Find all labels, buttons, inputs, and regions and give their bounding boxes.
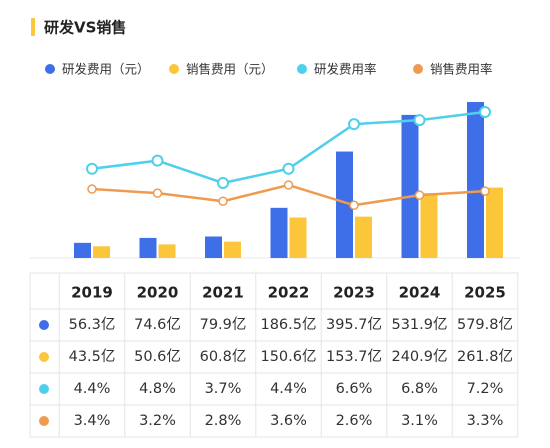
legend-label: 销售费用率: [430, 62, 493, 77]
bar: [336, 151, 353, 258]
point: [479, 106, 491, 118]
table-cell: 4.8%: [139, 381, 176, 397]
table-cell: 79.9亿: [200, 316, 247, 333]
table-cell: 153.7亿: [326, 348, 382, 365]
bar: [139, 237, 157, 258]
table-cell: 531.9亿: [391, 316, 447, 333]
point: [86, 162, 98, 175]
table-cell: 261.8亿: [457, 348, 513, 365]
table-cell: 50.6亿: [134, 348, 181, 365]
table-cell: 6.8%: [401, 381, 438, 397]
point: [151, 154, 164, 167]
bar: [401, 114, 419, 258]
table-cell: 43.5亿: [69, 348, 116, 365]
point: [152, 188, 163, 198]
table-cell: 56.3亿: [69, 316, 116, 333]
table-cell: 4.4%: [74, 381, 111, 397]
bar: [205, 236, 222, 258]
table-cell: 60.8亿: [200, 348, 247, 365]
legend-marker: [413, 64, 423, 74]
table-cell: 3.6%: [270, 413, 307, 429]
table-cell: 150.6亿: [260, 348, 316, 365]
table-header: 2024: [399, 284, 441, 302]
point: [283, 180, 294, 190]
bar: [486, 187, 503, 258]
bar: [93, 246, 110, 258]
bar: [74, 242, 91, 258]
table-cell: 3.3%: [467, 413, 504, 429]
chart-title: 研发VS销售: [44, 19, 126, 37]
point: [480, 186, 490, 196]
table-cell: 3.2%: [139, 413, 176, 429]
legend-label: 研发费用率: [314, 62, 377, 77]
row-marker: [39, 384, 49, 394]
legend-label: 研发费用（元）: [62, 62, 150, 77]
point: [414, 190, 425, 200]
legend-marker: [169, 64, 179, 74]
point: [348, 118, 360, 131]
point: [218, 196, 228, 206]
table-cell: 579.8亿: [457, 316, 513, 333]
table-header: 2020: [137, 284, 179, 302]
bar: [355, 216, 372, 258]
table-cell: 4.4%: [270, 381, 307, 397]
row-marker: [39, 352, 49, 362]
table-cell: 7.2%: [467, 381, 504, 397]
bar: [467, 102, 484, 258]
bar: [289, 217, 307, 258]
table-cell: 395.7亿: [326, 316, 382, 333]
point: [282, 162, 295, 175]
table-cell: 3.1%: [401, 413, 438, 429]
table-header: 2019: [71, 284, 113, 302]
table-cell: 3.7%: [205, 381, 242, 397]
bar: [158, 244, 176, 258]
row-marker: [39, 416, 49, 426]
table-header: 2021: [202, 284, 244, 302]
table-cell: 2.8%: [205, 413, 242, 429]
table-header: 2025: [464, 284, 506, 302]
table-cell: 240.9亿: [391, 348, 447, 365]
point: [349, 200, 359, 211]
table-cell: 74.6亿: [134, 316, 181, 333]
legend-label: 销售费用（元）: [186, 62, 274, 77]
legend-marker: [45, 64, 55, 74]
bar: [270, 207, 288, 258]
table-cell: 186.5亿: [260, 316, 316, 333]
table-cell: 6.6%: [336, 381, 373, 397]
row-marker: [39, 320, 49, 330]
point: [87, 184, 97, 194]
table-cell: 2.6%: [336, 413, 373, 429]
title-accent: [31, 18, 35, 36]
bar: [420, 193, 438, 258]
legend-marker: [297, 64, 307, 74]
table-cell: 3.4%: [74, 413, 111, 429]
bar: [224, 241, 241, 258]
point: [217, 176, 229, 189]
table-header: 2023: [333, 284, 375, 302]
table-header: 2022: [268, 284, 310, 302]
point: [413, 114, 426, 127]
